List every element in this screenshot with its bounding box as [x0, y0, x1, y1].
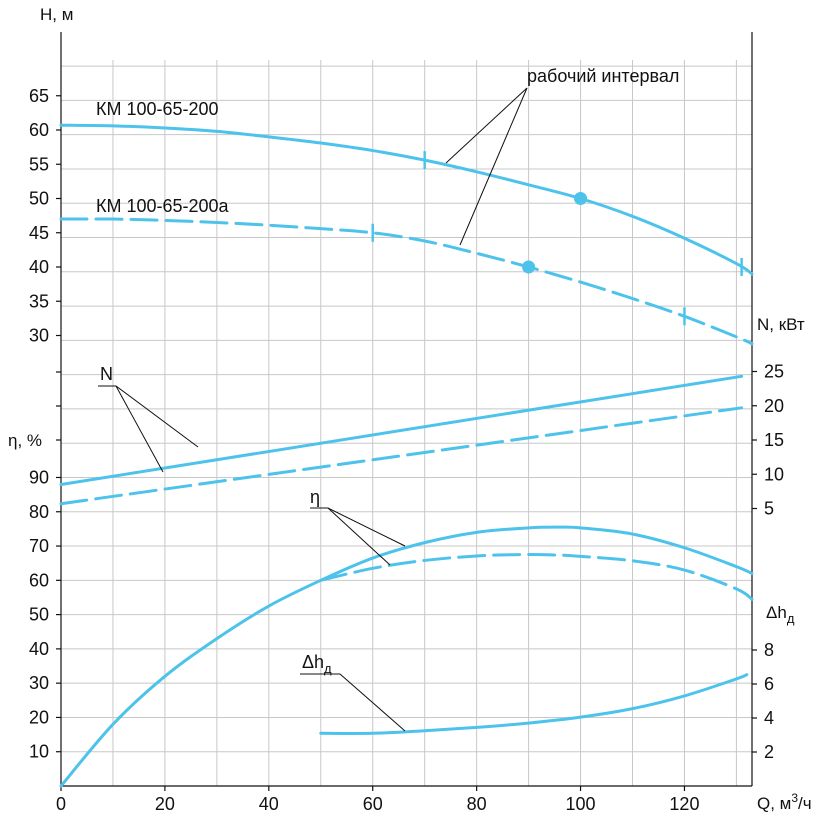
npsh-tick-label: 4 [764, 708, 774, 728]
annotations: рабочий интервал КМ 100-65-200 КМ 100-65-2… [96, 66, 679, 732]
eta-axis-title: η, % [8, 431, 42, 450]
operating-range-leader [445, 87, 528, 164]
series-5-curve [319, 553, 754, 601]
eta-tick-label: 50 [29, 605, 49, 625]
pump-trim-label: КМ 100-65-200а [96, 196, 230, 216]
n-tick-label: 25 [764, 362, 784, 382]
power-leader [115, 385, 164, 473]
tick-labels: 0 20 40 60 80 100 1203035404550556065102030405… [8, 5, 812, 814]
eta-tick-label: 40 [29, 639, 49, 659]
n-tick-label: 10 [764, 464, 784, 484]
n-tick-label: 20 [764, 396, 784, 416]
series-4-curve [59, 525, 754, 788]
design-point-marker [522, 260, 536, 274]
axes [56, 32, 757, 791]
curves [59, 123, 754, 788]
n-tick-label: 5 [764, 499, 774, 519]
series-6-curve [319, 673, 749, 735]
eta-tick-label: 10 [29, 742, 49, 762]
npsh-axis-title: Δhд [766, 603, 795, 626]
eta-tick-label: 20 [29, 707, 49, 727]
h-tick-label: 55 [29, 154, 49, 174]
eta-tick-label: 70 [29, 536, 49, 556]
x-tick-label: 0 [56, 794, 66, 814]
efficiency-label: η [310, 487, 320, 507]
design-point-marker [574, 192, 588, 205]
h-tick-label: 40 [29, 257, 49, 277]
npsh-tick-label: 6 [764, 674, 774, 694]
series-3-curve [59, 406, 744, 506]
efficiency-leader [327, 507, 391, 566]
h-axis-title: H, м [40, 5, 73, 24]
x-tick-label: 100 [566, 794, 596, 814]
npsh-leader [300, 673, 406, 732]
eta-tick-label: 80 [29, 502, 49, 522]
eta-tick-label: 90 [29, 467, 49, 487]
grid [61, 60, 752, 786]
power-label: N [100, 364, 113, 384]
series-1-curve [59, 217, 754, 346]
h-tick-label: 50 [29, 189, 49, 209]
x-axis-title: Q, м3/ч [757, 791, 812, 813]
pump-main-label: КМ 100-65-200 [96, 99, 219, 119]
n-axis-title: N, кВт [757, 315, 805, 334]
efficiency-leader [310, 507, 406, 547]
series-2-curve [59, 374, 744, 487]
h-tick-label: 30 [29, 326, 49, 346]
h-tick-label: 45 [29, 223, 49, 243]
eta-tick-label: 30 [29, 673, 49, 693]
x-tick-label: 40 [259, 794, 279, 814]
curve-markers [371, 151, 743, 326]
h-tick-label: 65 [29, 86, 49, 106]
npsh-tick-label: 2 [764, 742, 774, 762]
x-tick-label: 60 [363, 794, 383, 814]
x-tick-label: 80 [467, 794, 487, 814]
operating-range-label: рабочий интервал [527, 66, 679, 86]
h-tick-label: 35 [29, 291, 49, 311]
x-tick-label: 20 [155, 794, 175, 814]
npsh-tick-label: 8 [764, 640, 774, 660]
h-tick-label: 60 [29, 120, 49, 140]
x-tick-label: 120 [669, 794, 699, 814]
npsh-label: Δhд [302, 652, 332, 676]
n-tick-label: 15 [764, 430, 784, 450]
operating-range-leader [459, 87, 528, 246]
eta-tick-label: 60 [29, 570, 49, 590]
